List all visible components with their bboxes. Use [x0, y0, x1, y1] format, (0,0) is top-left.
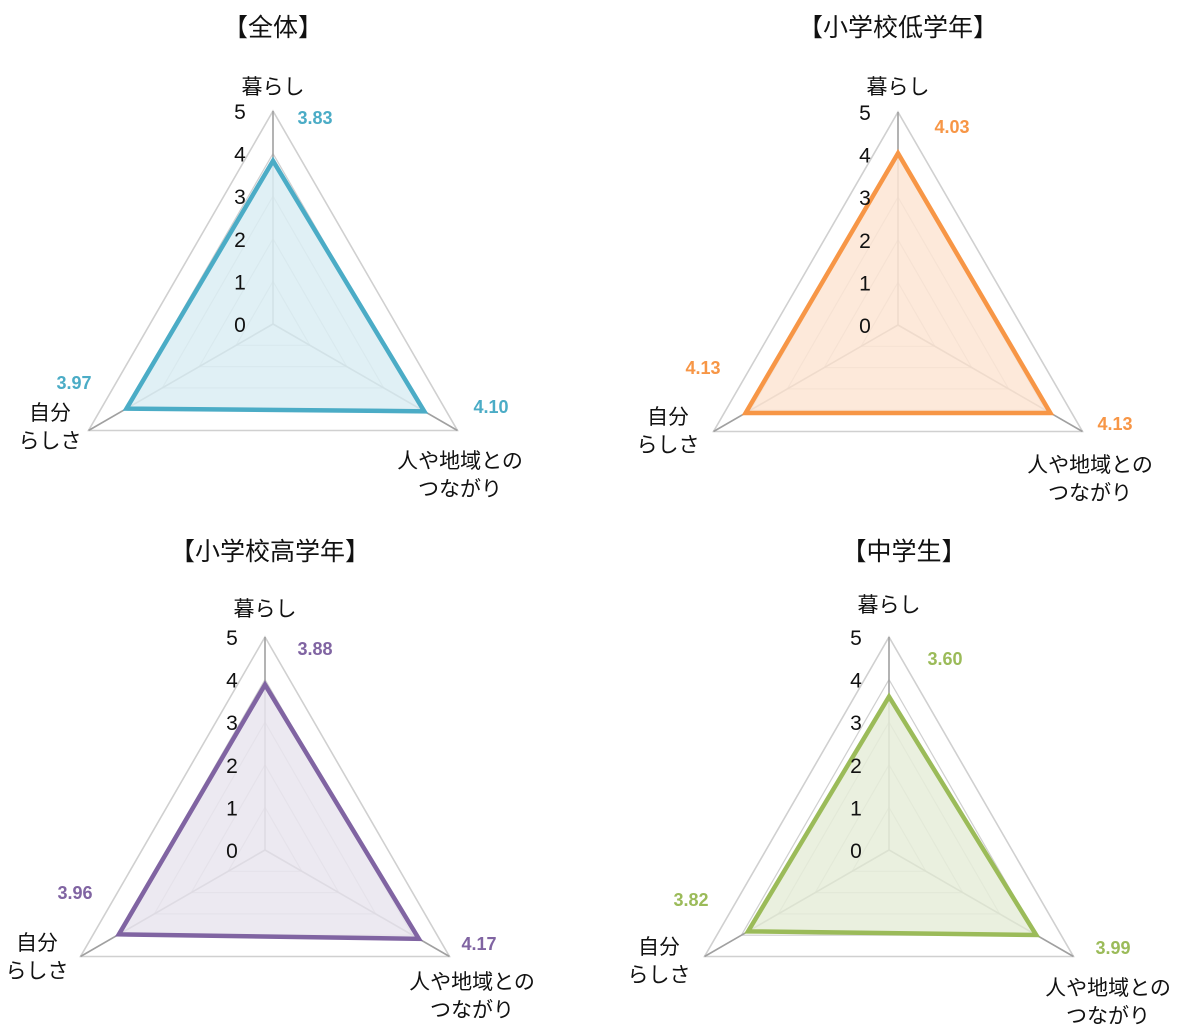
grid-ring [712, 110, 1084, 433]
tick-label: 5 [859, 102, 871, 125]
grid-ring [87, 109, 459, 432]
data-area [748, 696, 1037, 935]
tick-label: 3 [234, 186, 246, 209]
value-label: 4.13 [685, 358, 720, 378]
axis-label-line: らしさ [6, 959, 69, 983]
grid-ring [703, 635, 1075, 958]
axis-label-line: 自分 [647, 405, 689, 429]
value-label: 3.82 [673, 890, 708, 910]
axis-label: 暮らし [234, 597, 297, 621]
axis-label: 自分らしさ [628, 935, 691, 987]
data-line [122, 156, 429, 414]
axis-label-line: 人や地域との [1045, 976, 1171, 1000]
tick-label: 1 [859, 272, 871, 295]
data-line [115, 680, 423, 942]
axis-label-line: 自分 [638, 935, 680, 959]
tick-label: 2 [226, 755, 238, 778]
axis-label-line: 自分 [29, 401, 71, 425]
axis-label-line: らしさ [628, 963, 691, 987]
axis-label-line: らしさ [637, 433, 700, 457]
axis-label: 人や地域とのつながり [1045, 976, 1171, 1028]
value-label: 3.60 [927, 649, 962, 669]
tick-label: 0 [226, 840, 238, 863]
tick-label: 4 [226, 670, 238, 693]
axis-label-line: つながり [418, 477, 502, 501]
tick-label: 5 [226, 627, 238, 650]
tick-label: 4 [859, 145, 871, 168]
tick-label: 2 [859, 230, 871, 253]
axis-label-line: 暮らし [234, 597, 297, 621]
data-area [118, 684, 419, 939]
axis-label-line: 人や地域との [397, 449, 523, 473]
axis-label-line: 人や地域との [1027, 453, 1153, 477]
tick-label: 0 [850, 840, 862, 863]
axis-label: 人や地域とのつながり [409, 970, 535, 1022]
axis-label-line: つながり [430, 998, 514, 1022]
axis-label-line: 人や地域との [409, 970, 535, 994]
tick-label: 4 [850, 670, 862, 693]
axis-label: 暮らし [858, 593, 921, 617]
tick-label: 5 [850, 627, 862, 650]
axis-label: 自分らしさ [6, 931, 69, 983]
axis-label-line: つながり [1066, 1004, 1150, 1028]
tick-label: 2 [850, 755, 862, 778]
value-label: 4.10 [473, 397, 508, 417]
tick-label: 0 [234, 314, 246, 337]
axis-label: 自分らしさ [19, 401, 82, 453]
data-line [741, 148, 1055, 416]
value-label: 3.96 [57, 883, 92, 903]
axis-label: 暮らし [867, 75, 930, 99]
tick-label: 1 [234, 271, 246, 294]
value-label: 3.97 [56, 373, 91, 393]
chart-title: 【小学校低学年】 [798, 13, 998, 42]
value-label: 4.17 [461, 934, 496, 954]
value-label: 3.99 [1095, 938, 1130, 958]
tick-label: 3 [226, 712, 238, 735]
grid-ring [79, 635, 451, 958]
value-label: 4.13 [1097, 414, 1132, 434]
axis-label-line: らしさ [19, 429, 82, 453]
axis-label-line: 暮らし [867, 75, 930, 99]
tick-label: 2 [234, 229, 246, 252]
axis-label-line: 暮らし [858, 593, 921, 617]
axis-label-line: 暮らし [242, 75, 305, 99]
tick-label: 5 [234, 101, 246, 124]
axis-label: 人や地域とのつながり [1027, 453, 1153, 505]
tick-label: 1 [226, 797, 238, 820]
data-area [126, 160, 425, 412]
value-label: 3.83 [297, 108, 332, 128]
tick-label: 3 [850, 712, 862, 735]
axis-label: 自分らしさ [637, 405, 700, 457]
tick-label: 1 [850, 797, 862, 820]
value-label: 3.88 [297, 639, 332, 659]
axis-label: 人や地域とのつながり [397, 449, 523, 501]
chart-title: 【中学生】 [841, 537, 966, 566]
value-label: 4.03 [934, 117, 969, 137]
chart-title: 【小学校高学年】 [170, 537, 370, 566]
tick-label: 4 [234, 144, 246, 167]
axis-label: 暮らし [242, 75, 305, 99]
data-line [744, 692, 1041, 938]
tick-label: 0 [859, 315, 871, 338]
tick-label: 3 [859, 187, 871, 210]
axis-label-line: つながり [1048, 481, 1132, 505]
chart-title: 【全体】 [223, 13, 323, 42]
axis-label-line: 自分 [16, 931, 58, 955]
data-area [745, 153, 1051, 413]
